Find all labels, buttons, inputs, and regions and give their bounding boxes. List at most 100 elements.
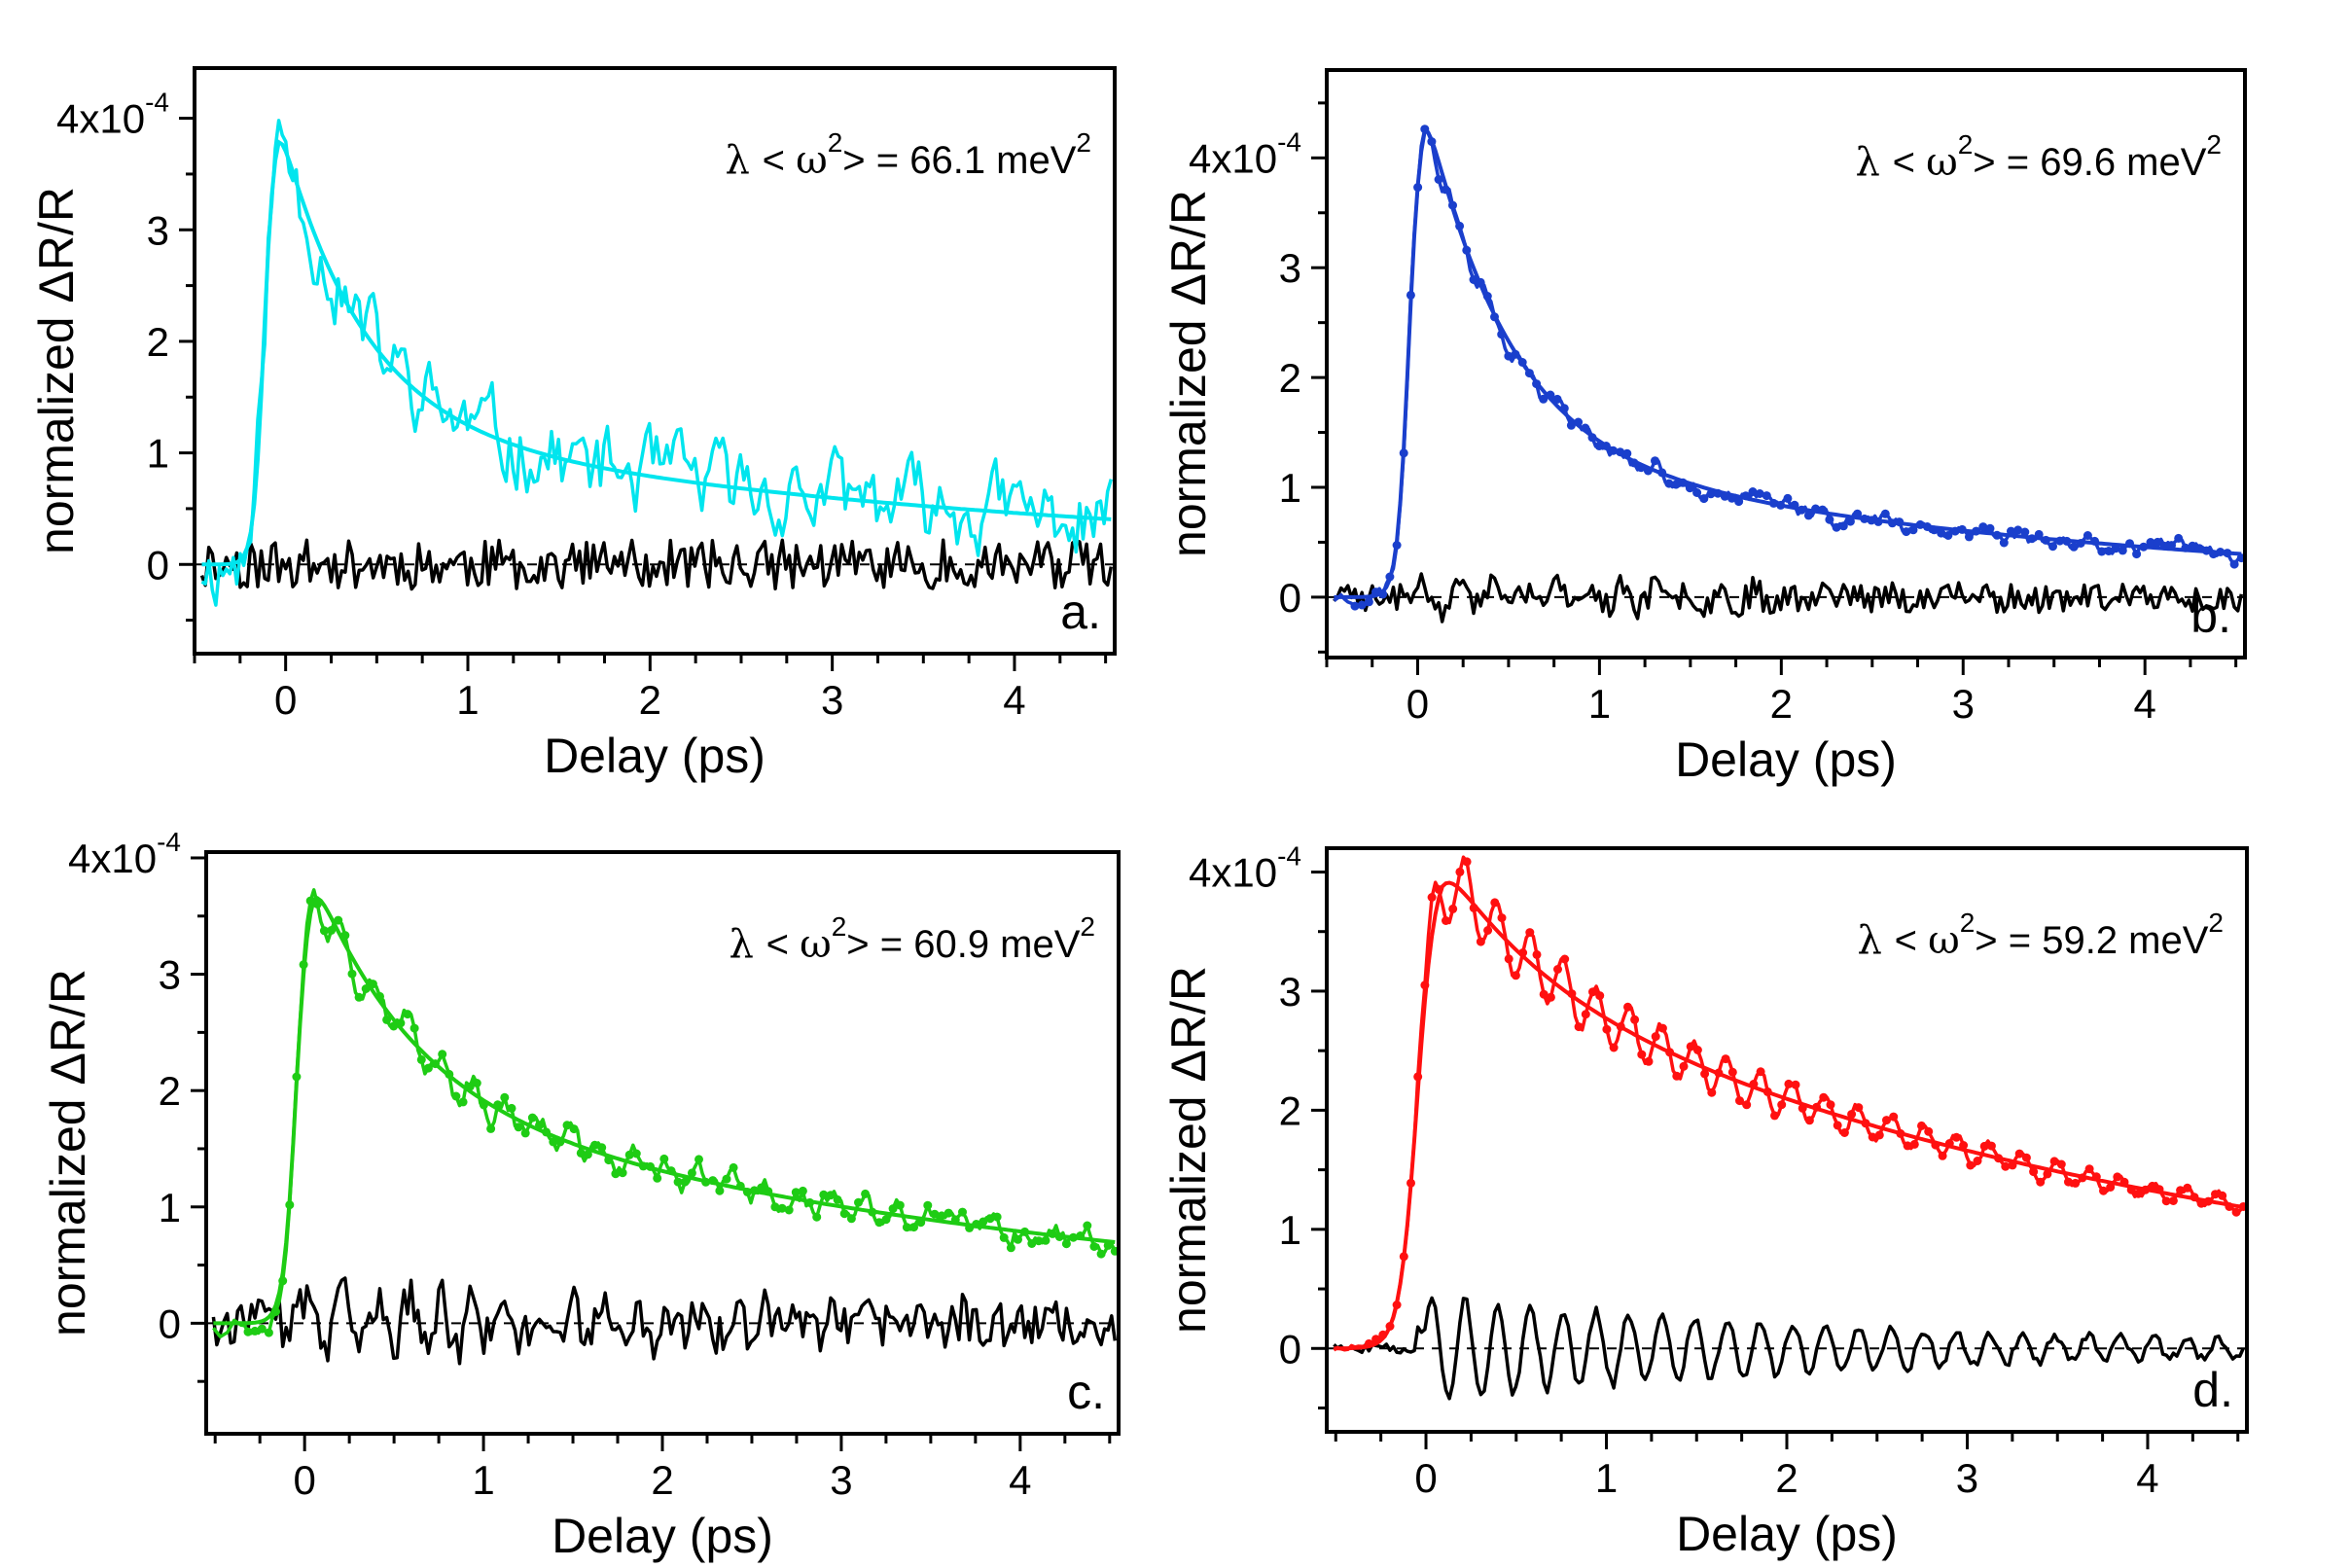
data-point bbox=[1889, 1112, 1899, 1122]
data-point bbox=[2146, 538, 2155, 547]
x-tick-label: 4 bbox=[1003, 677, 1025, 723]
data-point bbox=[1069, 1232, 1078, 1242]
data-point bbox=[347, 969, 357, 979]
data-point bbox=[902, 1223, 911, 1232]
data-point bbox=[285, 1200, 295, 1210]
data-point bbox=[1853, 509, 1863, 518]
data-point bbox=[1972, 526, 1981, 536]
data-point bbox=[1868, 1132, 1877, 1142]
data-point bbox=[327, 926, 337, 935]
lambda-omega-annotation: λ < ω2> = 60.9 meV2 bbox=[730, 911, 1096, 967]
data-point bbox=[2174, 533, 2184, 543]
data-point bbox=[1957, 524, 1967, 534]
data-point bbox=[777, 1203, 787, 1213]
data-point bbox=[1532, 949, 1542, 959]
data-point bbox=[396, 1018, 406, 1028]
data-point bbox=[2167, 541, 2176, 551]
data-point bbox=[1490, 898, 1500, 908]
data-point bbox=[1041, 1235, 1050, 1245]
data-point bbox=[1644, 1056, 1654, 1066]
data-point bbox=[2007, 526, 2015, 536]
data-point bbox=[409, 1023, 419, 1033]
data-point bbox=[1469, 275, 1478, 284]
data-point bbox=[1756, 1067, 1765, 1077]
data-point bbox=[1818, 505, 1828, 515]
data-point bbox=[1420, 980, 1430, 990]
data-point bbox=[1727, 493, 1736, 503]
data-point bbox=[1964, 532, 1974, 542]
data-point bbox=[2126, 1185, 2136, 1194]
data-point bbox=[985, 1214, 995, 1224]
data-point bbox=[930, 1209, 940, 1219]
data-point bbox=[2111, 544, 2120, 553]
data-point bbox=[1950, 526, 1960, 536]
data-point bbox=[1061, 1239, 1071, 1249]
data-point bbox=[1364, 597, 1373, 607]
data-point bbox=[1686, 1042, 1695, 1051]
data-point bbox=[1524, 369, 1534, 378]
data-point bbox=[1903, 1141, 1912, 1151]
data-point bbox=[1027, 1239, 1037, 1248]
data-point bbox=[1657, 468, 1667, 478]
data-point bbox=[2078, 1173, 2087, 1183]
y-axis-label: normalized ΔR/R bbox=[1161, 966, 1216, 1334]
data-point bbox=[2229, 559, 2239, 569]
data-point bbox=[2203, 1196, 2213, 1206]
y-tick-label: 0 bbox=[1279, 1326, 1301, 1372]
data-point bbox=[1762, 1087, 1772, 1096]
data-point bbox=[2211, 1190, 2220, 1199]
data-point bbox=[1350, 601, 1360, 611]
y-tick-label: 3 bbox=[1279, 245, 1301, 291]
data-point bbox=[271, 1307, 280, 1316]
data-point bbox=[1860, 514, 1869, 523]
data-point bbox=[624, 1150, 634, 1159]
data-point bbox=[1973, 1157, 1982, 1165]
data-point bbox=[659, 1154, 669, 1163]
lambda-omega-annotation: λ < ω2> = 66.1 meV2 bbox=[726, 127, 1092, 183]
data-point bbox=[2183, 1183, 2192, 1193]
data-point bbox=[1790, 500, 1799, 510]
data-point bbox=[2020, 527, 2030, 537]
data-point bbox=[1664, 479, 1674, 488]
data-point bbox=[1574, 417, 1584, 427]
data-point bbox=[278, 1276, 288, 1286]
y-tick-label: 3 bbox=[159, 952, 181, 998]
data-point bbox=[2194, 544, 2204, 553]
panel-label: d. bbox=[2192, 1363, 2233, 1417]
data-point bbox=[1979, 1141, 1989, 1151]
data-point bbox=[312, 899, 322, 909]
x-tick-label: 3 bbox=[1952, 681, 1975, 727]
data-point bbox=[2231, 1207, 2241, 1217]
data-point bbox=[1896, 1128, 1905, 1138]
data-point bbox=[1867, 516, 1876, 525]
data-point bbox=[1776, 500, 1786, 510]
data-point bbox=[2043, 1169, 2052, 1179]
data-point bbox=[2091, 1172, 2101, 1182]
y-multiplier-label: 4x10-4 bbox=[1189, 840, 1301, 895]
data-point bbox=[1917, 1121, 1926, 1130]
data-point bbox=[1672, 1071, 1682, 1081]
data-point bbox=[2076, 539, 2085, 548]
data-point bbox=[1442, 916, 1450, 925]
data-point bbox=[2027, 534, 2037, 544]
data-point bbox=[1076, 1231, 1086, 1240]
y-axis-label: normalized ΔR/R bbox=[1161, 190, 1216, 557]
data-point bbox=[1895, 517, 1905, 527]
data-point bbox=[1054, 1232, 1064, 1241]
data-point bbox=[2013, 525, 2023, 535]
data-point bbox=[465, 1082, 475, 1091]
data-point bbox=[1413, 1072, 1423, 1082]
residual-series-line bbox=[1333, 572, 2244, 624]
data-point bbox=[479, 1100, 488, 1110]
data-point bbox=[1588, 987, 1597, 997]
data-point bbox=[1525, 928, 1535, 938]
x-tick-label: 2 bbox=[651, 1457, 673, 1503]
y-tick-label: 2 bbox=[147, 319, 169, 365]
x-tick-label: 1 bbox=[472, 1457, 494, 1503]
data-point bbox=[1020, 1227, 1030, 1236]
y-tick-label: 0 bbox=[1279, 575, 1301, 621]
data-point bbox=[1630, 1015, 1640, 1024]
x-tick-label: 1 bbox=[1595, 1455, 1618, 1501]
data-point bbox=[1546, 992, 1555, 1002]
panel-label: b. bbox=[2190, 588, 2231, 643]
